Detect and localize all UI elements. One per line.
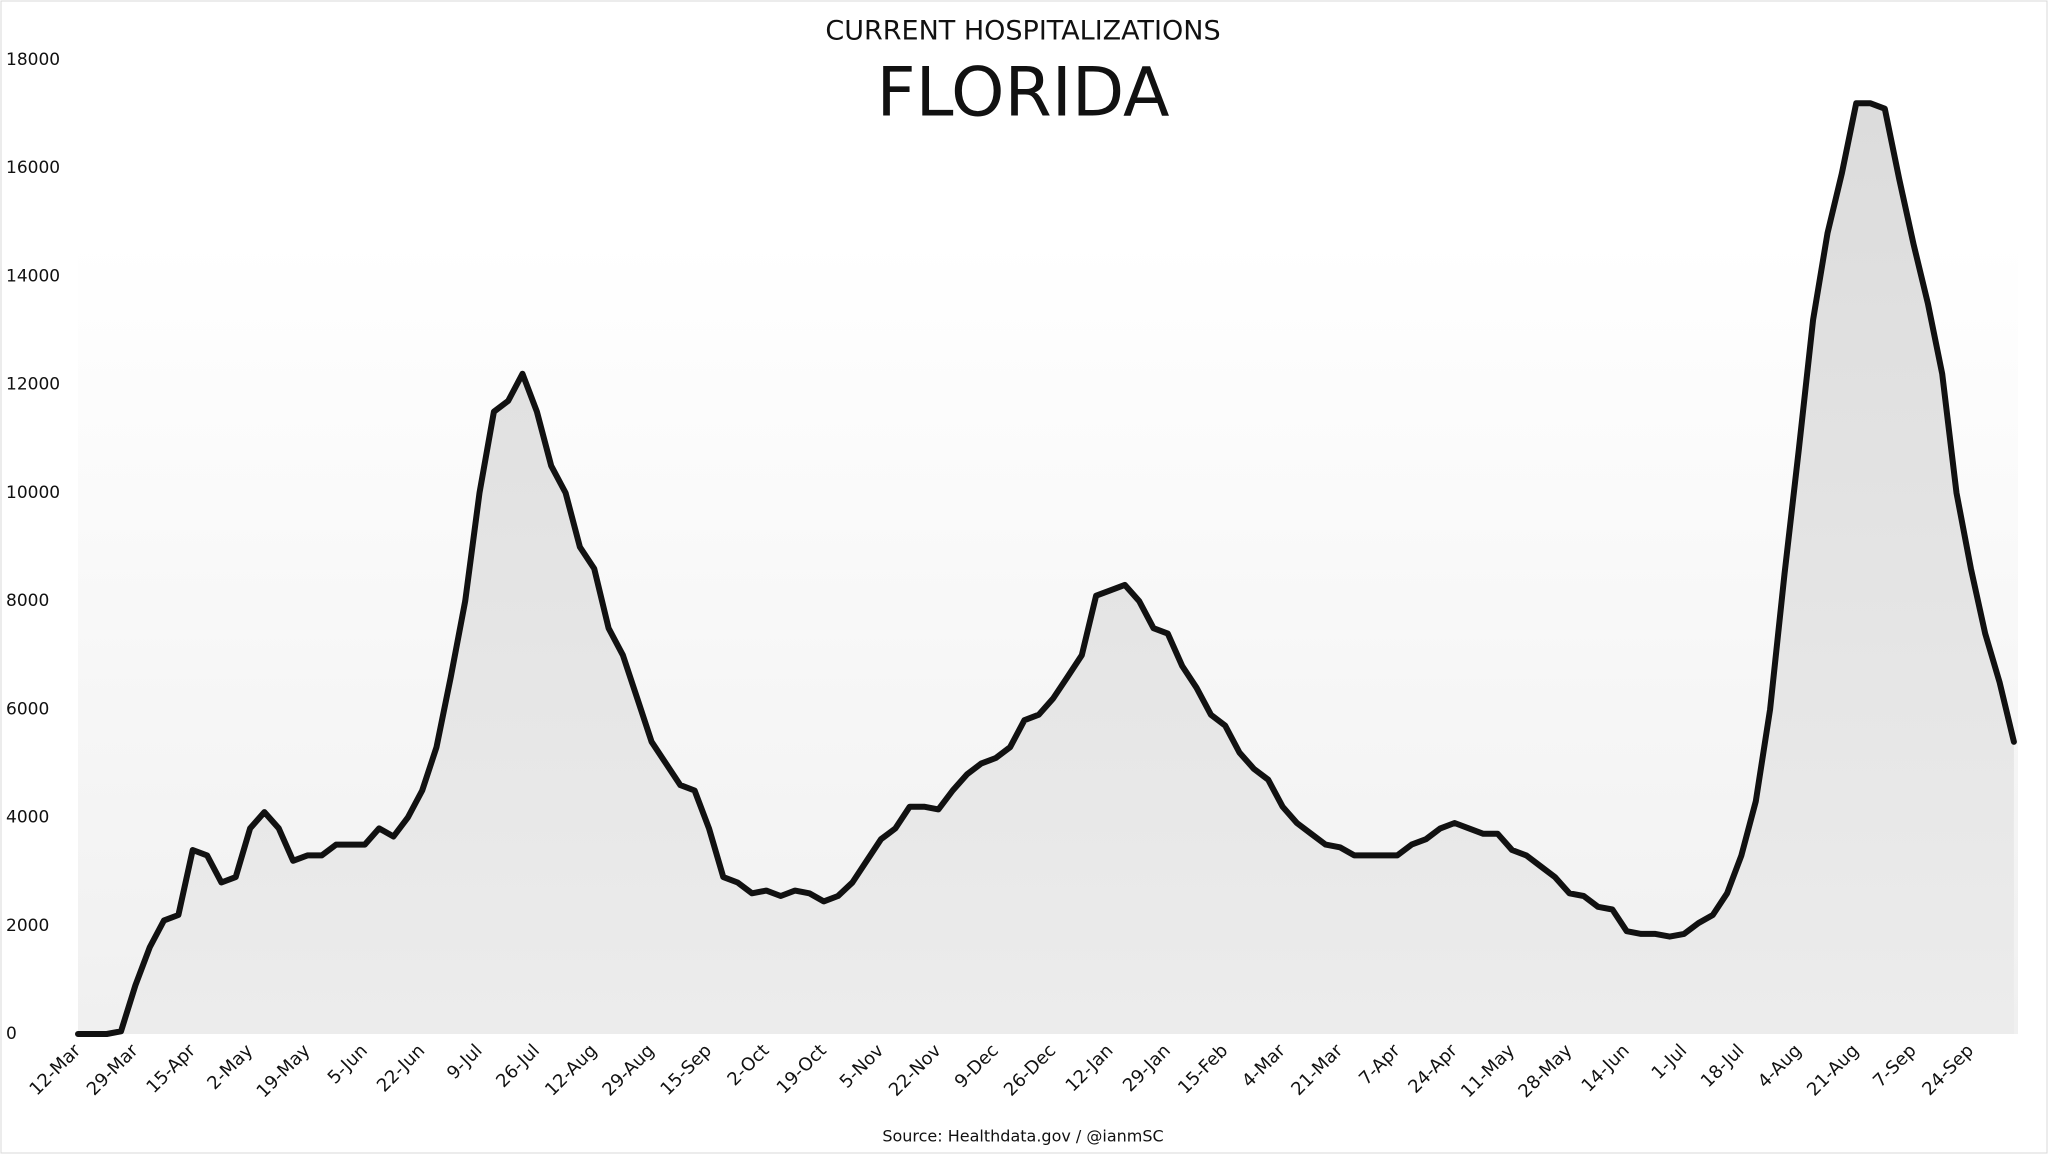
y-tick-label: 16000 [6, 158, 60, 178]
y-tick-label: 8000 [6, 591, 49, 611]
y-tick-label: 6000 [6, 699, 49, 719]
y-tick-label: 18000 [6, 50, 60, 70]
area [78, 103, 2014, 1035]
y-tick-label: 4000 [6, 808, 49, 828]
source: Source: Healthdata.gov / @ianmSC [882, 1127, 1163, 1146]
chart-title: FLORIDA [876, 54, 1169, 133]
y-tick-label: 14000 [6, 266, 60, 286]
y-tick-label: 12000 [6, 375, 60, 395]
y-tick-label: 0 [6, 1024, 17, 1044]
y-tick-label: 10000 [6, 483, 60, 503]
chart-subtitle: CURRENT HOSPITALIZATIONS [825, 16, 1220, 47]
line [75, 100, 2017, 1037]
y-tick-label: 2000 [6, 916, 49, 936]
